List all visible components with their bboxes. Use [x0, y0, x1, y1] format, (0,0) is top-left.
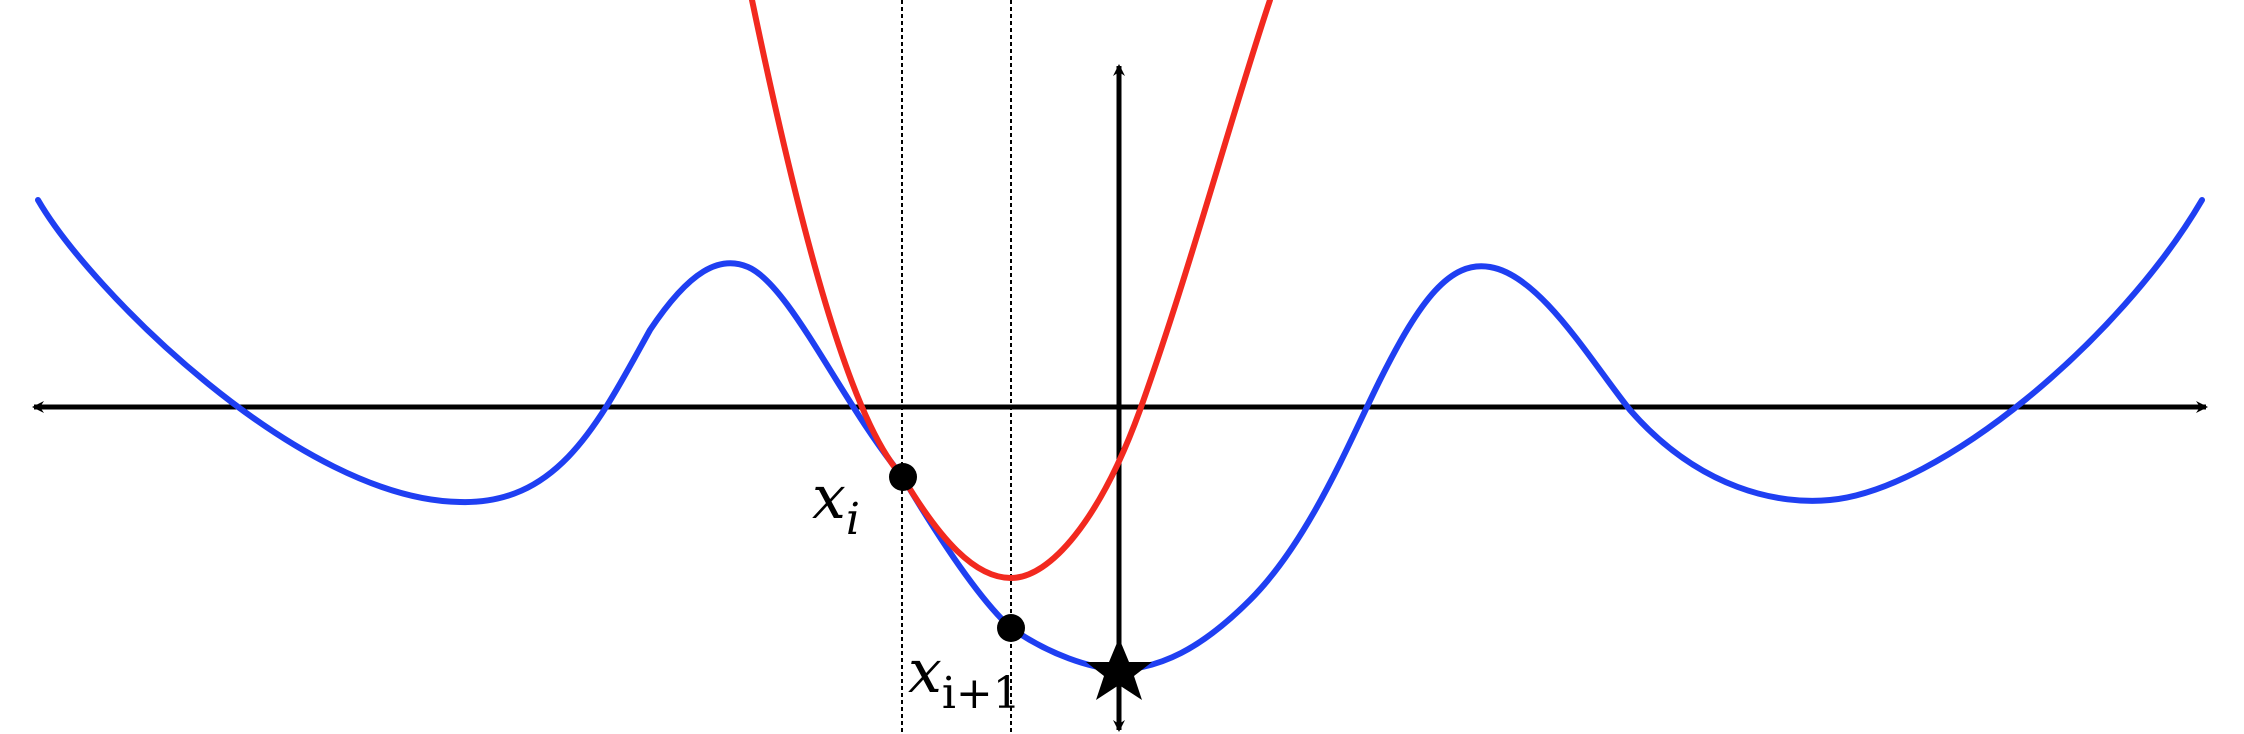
label-xi1: xi+1	[908, 637, 1021, 719]
star-icon	[1086, 638, 1152, 700]
point-xi1	[997, 614, 1025, 642]
label-xi: xi	[812, 463, 860, 545]
point-xi	[889, 463, 917, 491]
surrogate-curve	[749, 0, 1273, 582]
